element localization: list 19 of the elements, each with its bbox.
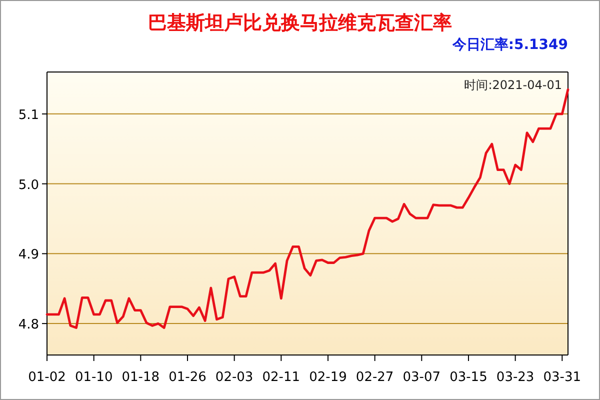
x-tick-label: 03-15 — [450, 370, 488, 385]
y-tick-label: 4.9 — [18, 248, 39, 263]
x-tick-label: 01-18 — [122, 370, 160, 385]
x-tick-label: 03-31 — [543, 370, 582, 385]
annotation: 时间:2021-04-01 — [464, 78, 562, 92]
x-tick-label: 03-23 — [496, 370, 534, 385]
x-tick-label: 02-27 — [356, 370, 394, 385]
y-tick-label: 5.1 — [18, 108, 39, 123]
y-tick-label: 5.0 — [18, 178, 39, 193]
x-tick-label: 02-11 — [262, 370, 300, 385]
x-tick-label: 01-10 — [74, 370, 113, 385]
x-tick-label: 02-03 — [215, 370, 254, 385]
chart-subtitle: 今日汇率:5.1349 — [451, 36, 568, 53]
x-tick-label: 03-07 — [402, 370, 441, 385]
chart-title: 巴基斯坦卢比兑换马拉维克瓦查汇率 — [148, 12, 452, 34]
x-tick-label: 02-19 — [309, 370, 347, 385]
x-tick-label: 01-02 — [28, 370, 66, 385]
x-tick-label: 01-26 — [168, 370, 206, 385]
y-tick-label: 4.8 — [18, 318, 39, 333]
